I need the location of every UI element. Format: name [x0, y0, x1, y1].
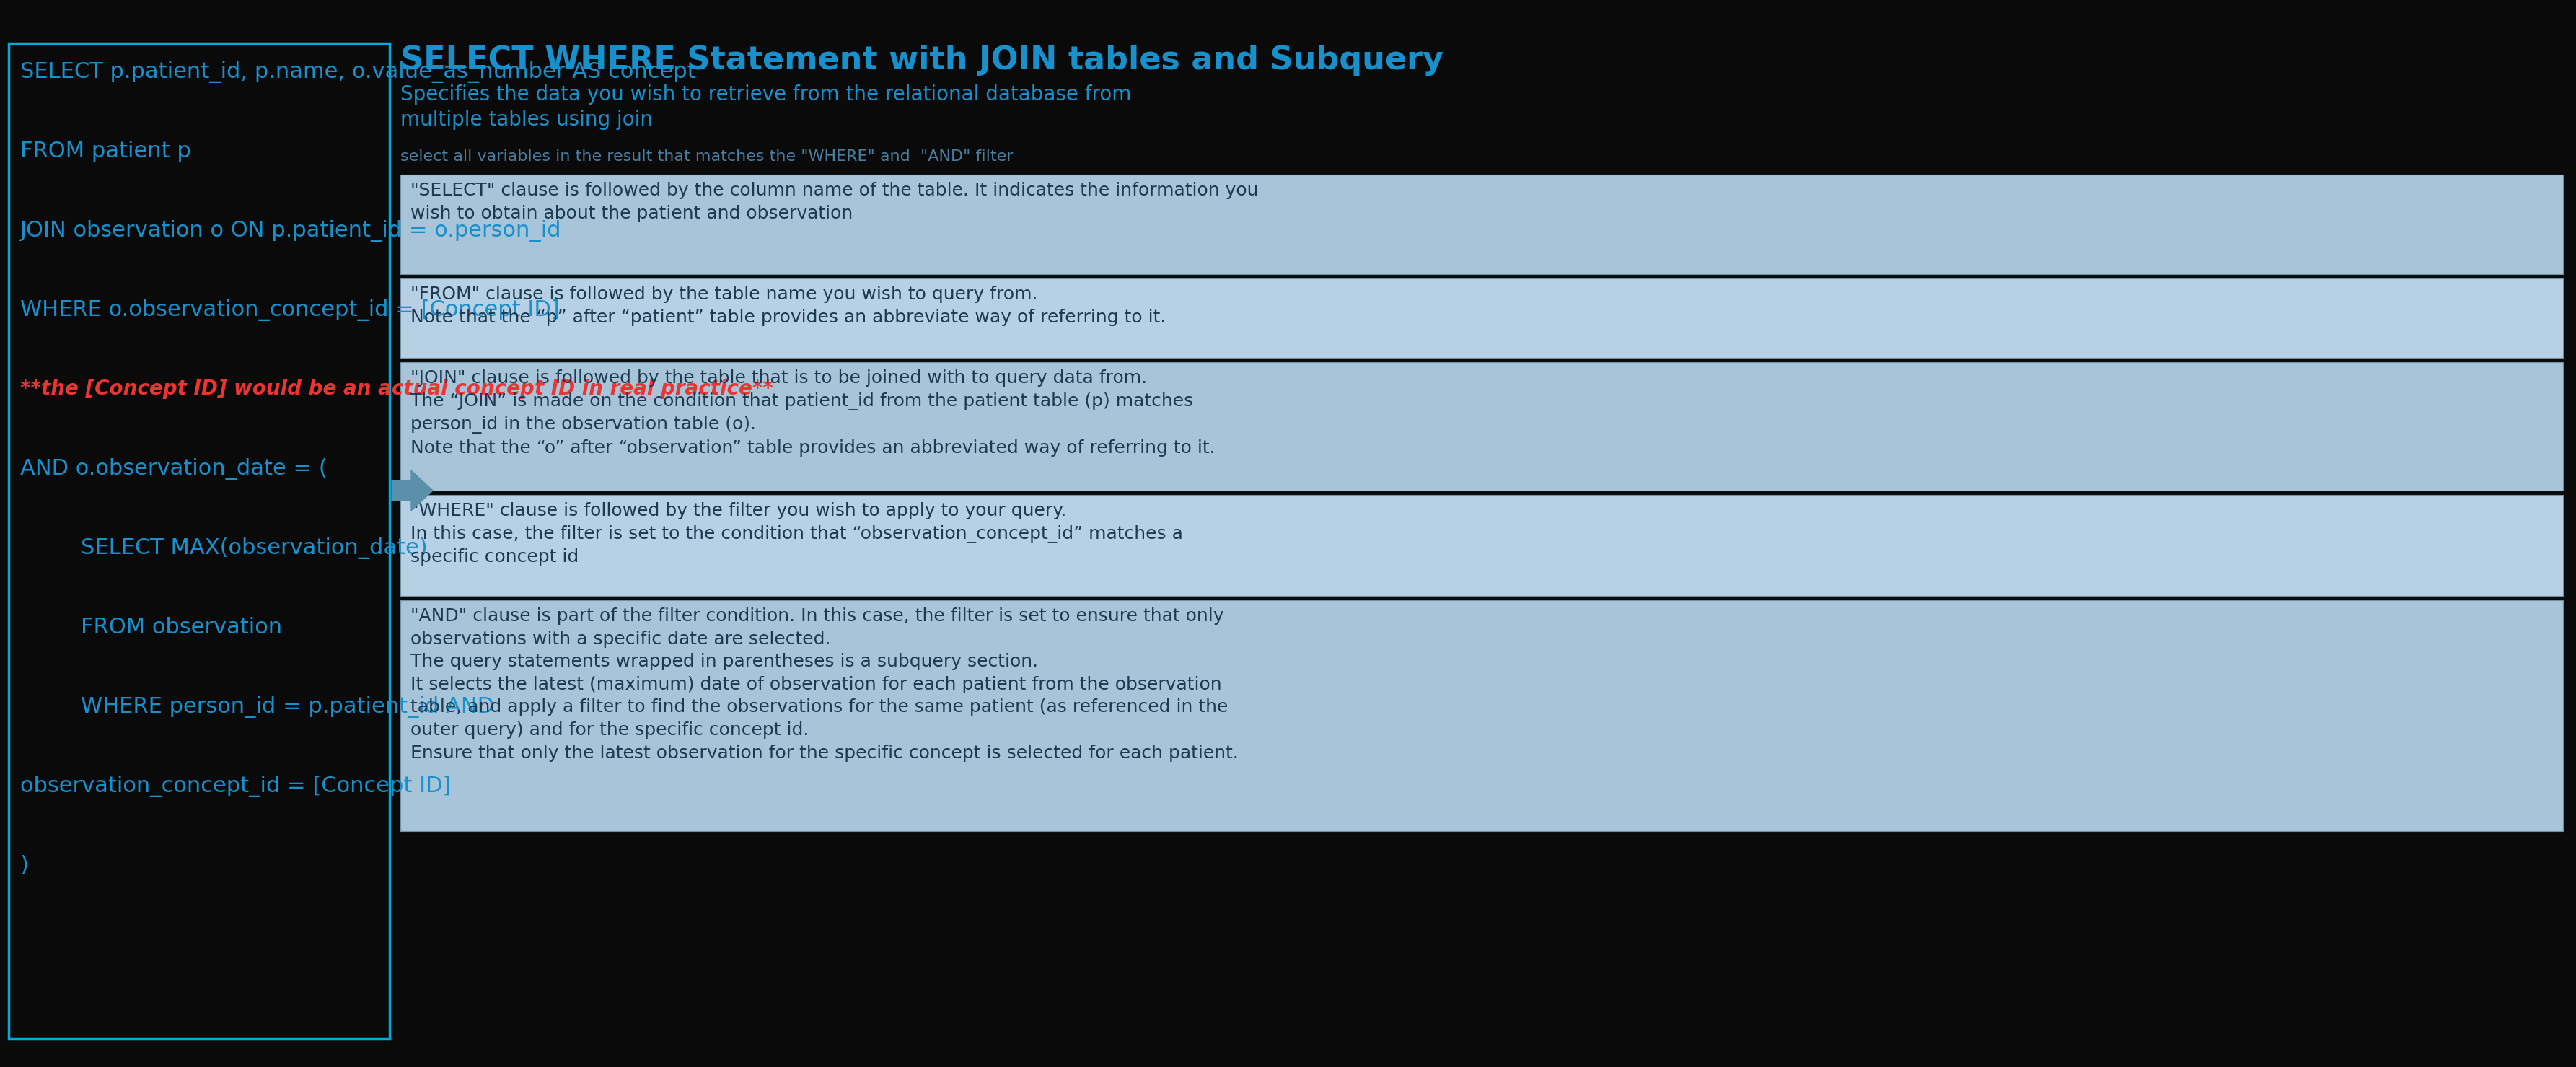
Text: "SELECT" clause is followed by the column name of the table. It indicates the in: "SELECT" clause is followed by the colum…	[410, 181, 1260, 222]
FancyBboxPatch shape	[399, 278, 2563, 357]
FancyBboxPatch shape	[399, 495, 2563, 595]
Text: WHERE person_id = p.patient_id AND: WHERE person_id = p.patient_id AND	[80, 696, 495, 718]
FancyBboxPatch shape	[399, 362, 2563, 491]
Text: select all variables in the result that matches the "WHERE" and  "AND" filter: select all variables in the result that …	[399, 149, 1012, 163]
Text: JOIN observation o ON p.patient_id = o.person_id: JOIN observation o ON p.patient_id = o.p…	[21, 220, 562, 242]
Text: "JOIN" clause is followed by the table that is to be joined with to query data f: "JOIN" clause is followed by the table t…	[410, 369, 1216, 457]
Text: **the [Concept ID] would be an actual concept ID in real practice**: **the [Concept ID] would be an actual co…	[21, 379, 773, 399]
Text: "AND" clause is part of the filter condition. In this case, the filter is set to: "AND" clause is part of the filter condi…	[410, 607, 1239, 762]
Text: Specifies the data you wish to retrieve from the relational database from
multip: Specifies the data you wish to retrieve …	[399, 84, 1131, 129]
Text: FROM observation: FROM observation	[80, 617, 283, 638]
FancyBboxPatch shape	[8, 44, 389, 1039]
FancyBboxPatch shape	[399, 601, 2563, 831]
FancyBboxPatch shape	[399, 175, 2563, 274]
Text: SELECT WHERE Statement with JOIN tables and Subquery: SELECT WHERE Statement with JOIN tables …	[399, 45, 1443, 76]
Polygon shape	[392, 471, 433, 511]
Text: "FROM" clause is followed by the table name you wish to query from.
Note that th: "FROM" clause is followed by the table n…	[410, 286, 1167, 325]
Text: "WHERE" clause is followed by the filter you wish to apply to your query.
In thi: "WHERE" clause is followed by the filter…	[410, 503, 1182, 566]
Text: AND o.observation_date = (: AND o.observation_date = (	[21, 458, 327, 480]
Text: FROM patient p: FROM patient p	[21, 141, 191, 161]
Text: observation_concept_id = [Concept ID]: observation_concept_id = [Concept ID]	[21, 776, 451, 797]
Text: WHERE o.observation_concept_id = [Concept ID]: WHERE o.observation_concept_id = [Concep…	[21, 300, 559, 321]
Text: ): )	[21, 855, 28, 876]
Text: SELECT p.patient_id, p.name, o.value_as_number AS concept: SELECT p.patient_id, p.name, o.value_as_…	[21, 61, 696, 83]
Text: SELECT MAX(observation_date): SELECT MAX(observation_date)	[80, 538, 428, 559]
